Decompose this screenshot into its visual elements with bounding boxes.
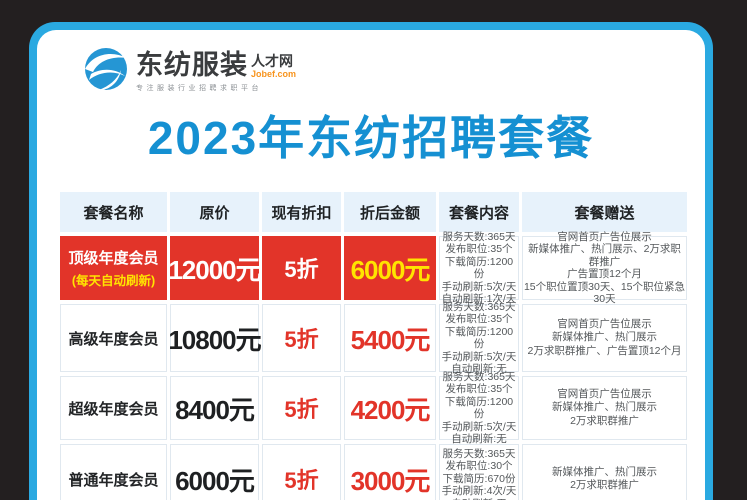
logo-text: 东纺服装 人才网 Jobef.com 专注服装行业招聘求职平台 bbox=[136, 46, 296, 93]
brand-suffix: 人才网 bbox=[251, 53, 293, 69]
header-discount: 现有折扣 bbox=[262, 192, 341, 232]
table-row-content: 服务天数:365天 发布职位:35个 下载简历:1200份 手动刷新:5次/天 … bbox=[439, 371, 519, 445]
header-package-gifts: 套餐赠送 bbox=[522, 192, 687, 232]
header-package-content: 套餐内容 bbox=[439, 192, 519, 232]
table-row-discount: 5折 bbox=[262, 376, 341, 440]
table-row-content: 服务天数:365天 发布职位:30个 下载简历:670份 手动刷新:4次/天 自… bbox=[439, 444, 519, 500]
header-discounted-price: 折后金额 bbox=[344, 192, 436, 232]
table-row-discount: 5折 bbox=[262, 304, 341, 372]
brand-name: 东纺服装 bbox=[136, 50, 248, 80]
table-row-name: 高级年度会员 bbox=[60, 304, 167, 372]
table-row-original-price: 6000元 bbox=[170, 444, 259, 500]
table-row-name: 超级年度会员 bbox=[60, 376, 167, 440]
table-row-content: 服务天数:365天 发布职位:35个 下载简历:1200份 手动刷新:5次/天 … bbox=[439, 301, 519, 375]
poster-title: 2023年东纺招聘套餐 bbox=[147, 112, 595, 164]
table-row-gifts: 新媒体推广、热门展示 2万求职群推广 bbox=[522, 444, 687, 500]
table-row-original-price: 12000元 bbox=[168, 236, 262, 300]
table-row-original-price: 8400元 bbox=[170, 376, 259, 440]
brand-domain: Jobef.com bbox=[251, 69, 297, 79]
logo-swirl-icon bbox=[85, 48, 127, 90]
table-row-discount: 5折 bbox=[262, 444, 341, 500]
table-row-content: 服务天数:365天 发布职位:35个 下载简历:1200份 手动刷新:5次/天 … bbox=[439, 231, 519, 305]
poster-card-border: 东纺服装 人才网 Jobef.com 专注服装行业招聘求职平台 2023年东纺招… bbox=[29, 22, 713, 500]
table-row-discounted-price: 6000元 bbox=[344, 236, 436, 300]
table-row-original-price: 10800元 bbox=[168, 304, 262, 372]
header-original-price: 原价 bbox=[170, 192, 259, 232]
table-row-name: 普通年度会员 bbox=[60, 444, 167, 500]
table-row-discount: 5折 bbox=[262, 236, 341, 300]
table-row-discounted-price: 5400元 bbox=[344, 304, 436, 372]
brand-tagline: 专注服装行业招聘求职平台 bbox=[136, 85, 262, 92]
pricing-table: 套餐名称 原价 现有折扣 折后金额 套餐内容 套餐赠送 顶级年度会员 (每天自动… bbox=[60, 192, 687, 500]
table-row-discounted-price: 3000元 bbox=[344, 444, 436, 500]
poster-card: 东纺服装 人才网 Jobef.com 专注服装行业招聘求职平台 2023年东纺招… bbox=[37, 30, 705, 500]
table-row-discounted-price: 4200元 bbox=[344, 376, 436, 440]
auto-refresh-note: (每天自动刷新) bbox=[71, 274, 156, 288]
table-row-name: 顶级年度会员 (每天自动刷新) bbox=[60, 236, 167, 300]
site-logo: 东纺服装 人才网 Jobef.com 专注服装行业招聘求职平台 bbox=[83, 46, 296, 93]
header-package-name: 套餐名称 bbox=[60, 192, 167, 232]
table-row-gifts: 官网首页广告位展示 新媒体推广、热门展示、2万求职群推广 广告置顶12个月 15… bbox=[522, 230, 687, 305]
table-row-gifts: 官网首页广告位展示 新媒体推广、热门展示 2万求职群推广、广告置顶12个月 bbox=[522, 304, 687, 372]
table-row-gifts: 官网首页广告位展示 新媒体推广、热门展示 2万求职群推广 bbox=[522, 376, 687, 440]
